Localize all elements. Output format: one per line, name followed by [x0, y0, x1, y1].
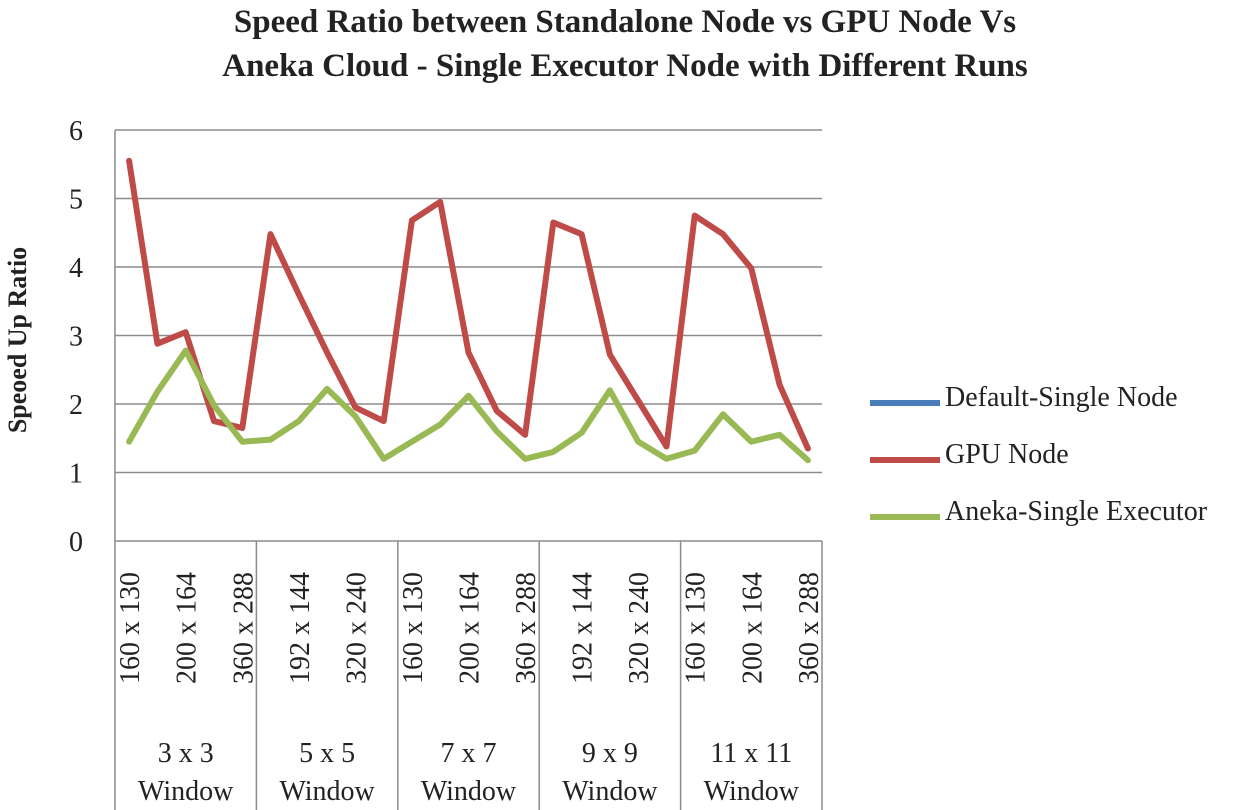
x-tick-label: 160 x 130 — [115, 572, 146, 684]
x-group-label: 11 x 11 — [710, 738, 792, 769]
x-group-label: 7 x 7 — [441, 738, 497, 769]
series-line-aneka-single-executor — [126, 347, 811, 464]
x-group-label: 3 x 3 — [158, 738, 214, 769]
x-tick-label: 320 x 240 — [624, 572, 655, 684]
y-tick-label: 1 — [69, 459, 83, 490]
series-line-gpu-node — [126, 157, 811, 452]
x-group-label: 5 x 5 — [299, 738, 355, 769]
legend-label-aneka-single-executor: Aneka-Single Executor — [945, 496, 1208, 527]
x-group-label: Window — [704, 776, 800, 807]
legend-label-gpu-node: GPU Node — [945, 439, 1069, 470]
x-group-label: Window — [279, 776, 375, 807]
y-tick-label: 4 — [69, 253, 83, 284]
legend-swatch-default-single-node — [870, 400, 940, 406]
x-tick-label: 200 x 164 — [737, 572, 768, 684]
x-group-label: Window — [138, 776, 234, 807]
x-tick-label: 192 x 144 — [285, 572, 316, 684]
legend-swatch-gpu-node — [870, 457, 940, 463]
x-tick-label: 160 x 130 — [398, 572, 429, 684]
y-tick-label: 2 — [69, 390, 83, 421]
legend-swatch-aneka-single-executor — [870, 514, 940, 520]
x-tick-label: 200 x 164 — [455, 572, 486, 684]
chart-title-line-2: Aneka Cloud - Single Executor Node with … — [222, 48, 1028, 84]
x-tick-label: 360 x 288 — [511, 572, 542, 684]
x-tick-label: 160 x 130 — [681, 572, 712, 684]
x-tick-label: 320 x 240 — [341, 572, 372, 684]
y-tick-label: 6 — [69, 116, 83, 147]
y-tick-label: 5 — [69, 185, 83, 216]
x-tick-label: 360 x 288 — [794, 572, 825, 684]
y-tick-label: 3 — [69, 322, 83, 353]
y-tick-label: 0 — [69, 527, 83, 558]
x-group-label: Window — [421, 776, 517, 807]
x-tick-label: 200 x 164 — [172, 572, 203, 684]
x-tick-label: 360 x 288 — [228, 572, 259, 684]
chart-title-line-1: Speed Ratio between Standalone Node vs G… — [233, 4, 1017, 40]
legend-label-default-single-node: Default-Single Node — [945, 382, 1178, 413]
x-group-label: 9 x 9 — [582, 738, 638, 769]
x-group-label: Window — [562, 776, 658, 807]
x-tick-label: 192 x 144 — [568, 572, 599, 684]
